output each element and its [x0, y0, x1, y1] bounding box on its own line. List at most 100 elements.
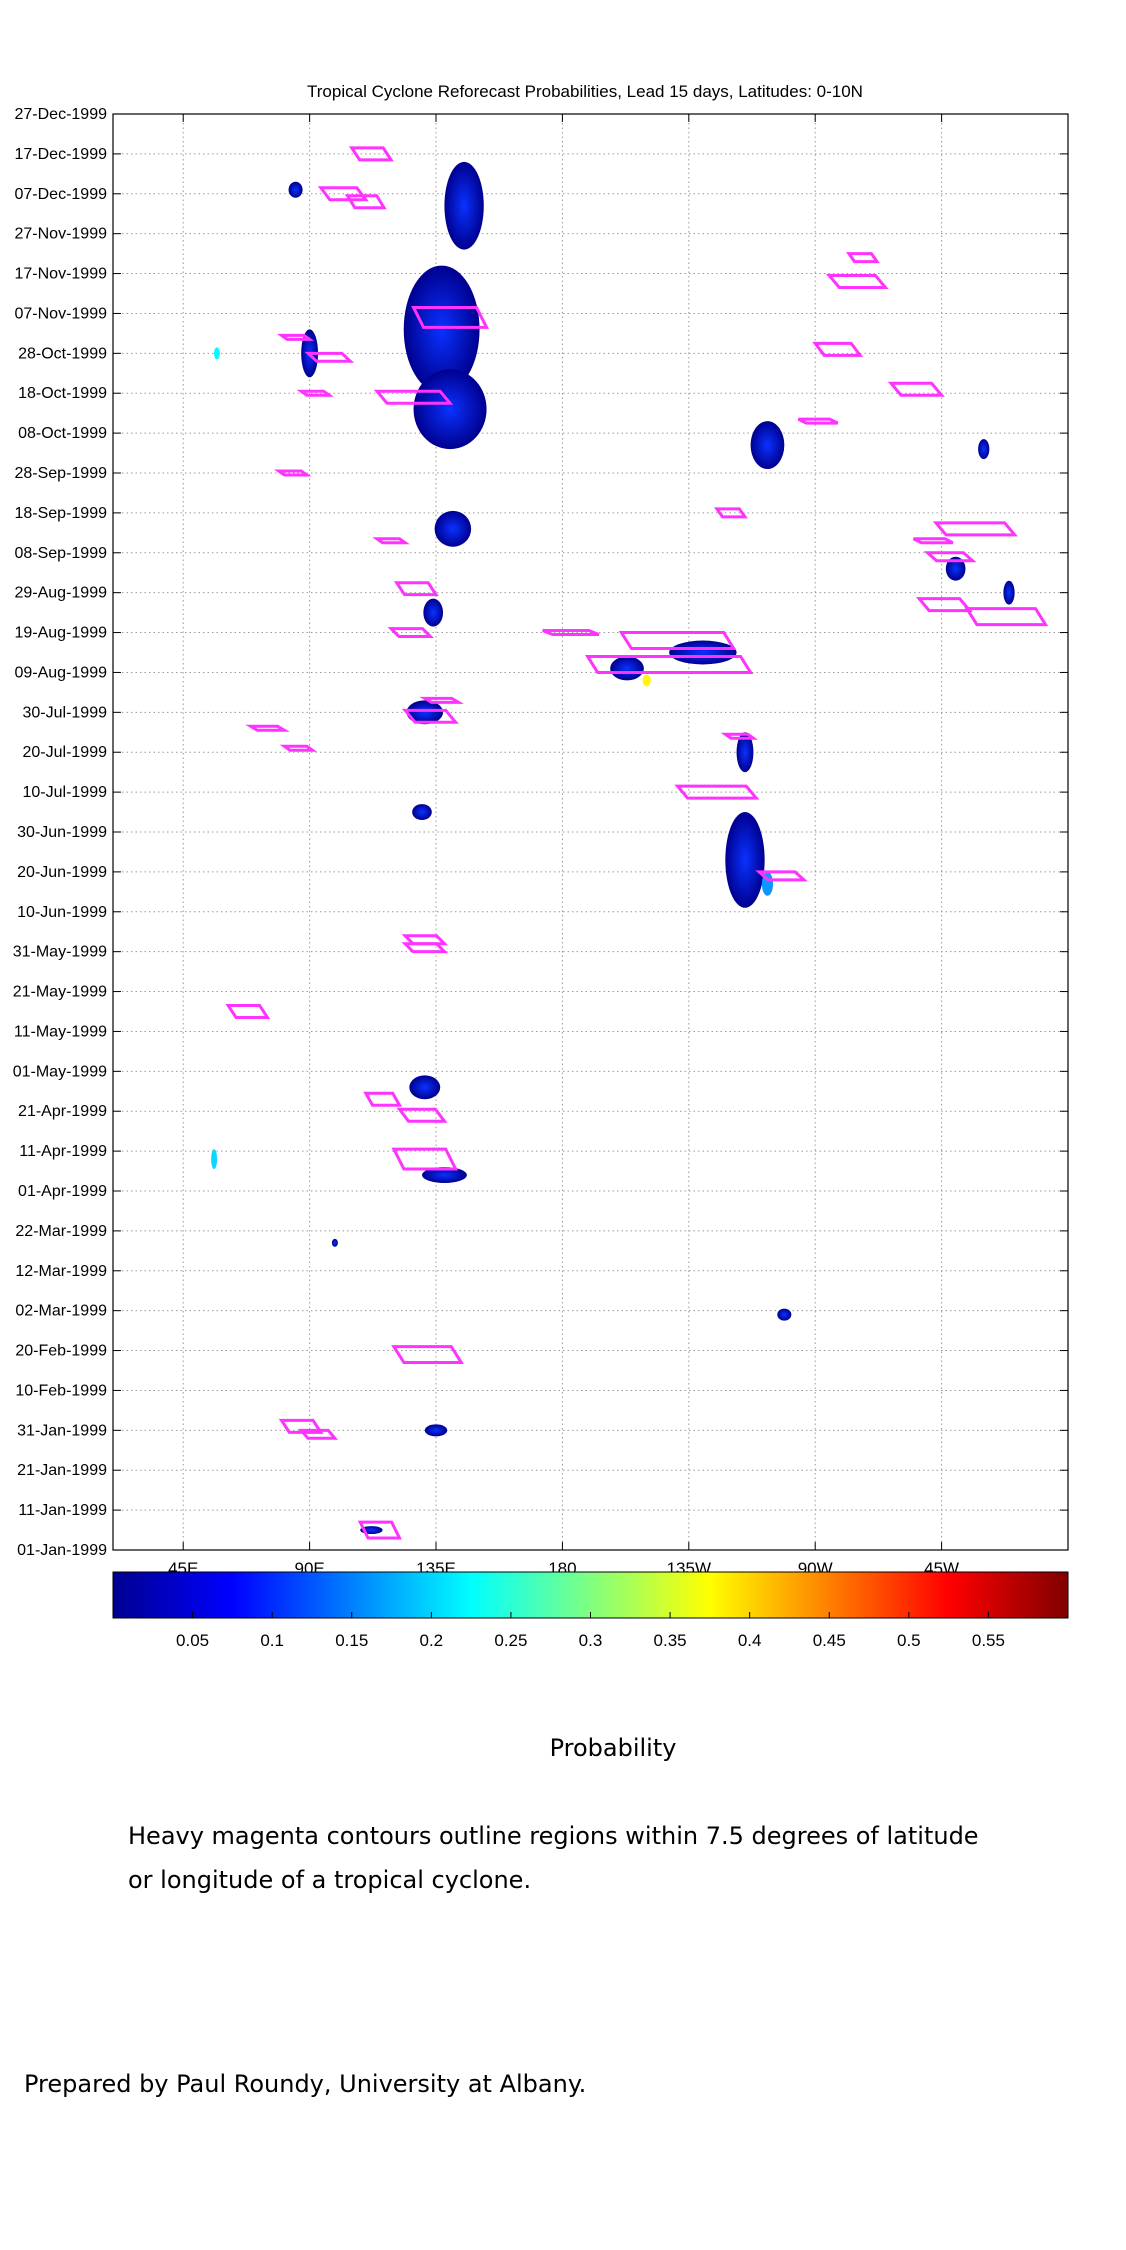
- cyclone-contour: [714, 507, 748, 519]
- cyclone-contour: [296, 389, 334, 397]
- y-tick-label: 10-Jun-1999: [17, 904, 107, 921]
- cyclone-contour: [279, 744, 318, 752]
- cyclone-contour: [912, 537, 954, 545]
- probability-region: [750, 421, 785, 470]
- colorbar-tick-label: 0.25: [494, 1631, 527, 1650]
- y-tick-label: 20-Jun-1999: [17, 864, 107, 881]
- y-tick-label: 22-Mar-1999: [15, 1223, 107, 1240]
- probability-region: [409, 1075, 441, 1100]
- plot-frame: [112, 113, 1069, 1551]
- cyclone-contour: [812, 341, 864, 357]
- y-tick-label: 02-Mar-1999: [15, 1303, 107, 1320]
- cyclone-contour: [225, 1004, 271, 1019]
- cyclone-contour: [317, 186, 369, 202]
- cyclone-contour: [584, 654, 754, 674]
- note-line-1: Heavy magenta contours outline regions w…: [128, 1822, 979, 1850]
- cyclone-contour: [964, 607, 1049, 627]
- cyclone-contour: [618, 631, 737, 651]
- colorbar-label: Probability: [549, 1734, 677, 1762]
- chart-title: Tropical Cyclone Reforecast Probabilitie…: [307, 82, 863, 101]
- y-tick-label: 07-Nov-1999: [15, 305, 108, 322]
- probability-region: [412, 804, 432, 821]
- colorbar-tick-label: 0.2: [420, 1631, 444, 1650]
- y-tick-label: 30-Jul-1999: [23, 704, 108, 721]
- colorbar-tick-label: 0.15: [335, 1631, 368, 1650]
- probability-region: [610, 656, 644, 681]
- cyclone-contour: [304, 351, 355, 363]
- probability-region: [403, 265, 480, 394]
- cyclone-contour: [276, 333, 315, 341]
- cyclone-contour: [245, 724, 290, 732]
- y-tick-label: 19-Aug-1999: [14, 625, 107, 642]
- colorbar-tick-label: 0.3: [579, 1631, 603, 1650]
- probability-region: [978, 439, 990, 460]
- y-tick-label: 20-Jul-1999: [23, 744, 108, 761]
- y-tick-label: 27-Dec-1999: [15, 106, 108, 123]
- y-tick-label: 09-Aug-1999: [14, 664, 107, 681]
- probability-region: [424, 1424, 448, 1437]
- probability-region: [1003, 580, 1015, 605]
- plot-area: 01-Jan-1999 11-Jan-1999 21-Jan-1999 31-Jan-…: [13, 106, 1069, 1578]
- y-tick-label: 21-May-1999: [13, 984, 107, 1001]
- colorbar-tick-label: 0.35: [654, 1631, 687, 1650]
- y-tick-label: 29-Aug-1999: [14, 585, 107, 602]
- probability-region: [444, 161, 484, 250]
- colorbar-tick-label: 0.05: [176, 1631, 209, 1650]
- y-tick-label: 11-Apr-1999: [19, 1143, 107, 1160]
- y-tick-label: 18-Oct-1999: [18, 385, 107, 402]
- cyclone-contour: [387, 627, 434, 639]
- y-tick-label: 28-Sep-1999: [14, 465, 107, 482]
- probability-region: [421, 1167, 467, 1184]
- probability-region: [211, 1149, 218, 1170]
- cyclone-contour: [344, 194, 387, 210]
- cyclone-contour: [297, 1428, 339, 1440]
- cyclone-contour: [396, 1107, 448, 1123]
- probability-region: [406, 700, 444, 725]
- y-tick-label: 27-Nov-1999: [15, 226, 108, 243]
- cyclone-contour: [363, 1091, 403, 1107]
- y-tick-label: 08-Sep-1999: [14, 545, 107, 562]
- cyclone-contour: [391, 1345, 465, 1365]
- y-tick-label: 01-May-1999: [13, 1063, 107, 1080]
- cyclone-contour: [401, 708, 459, 724]
- probability-region: [331, 1238, 338, 1247]
- y-tick-label: 20-Feb-1999: [15, 1343, 107, 1360]
- cyclone-contour: [391, 1147, 459, 1171]
- cyclone-contour: [755, 870, 808, 882]
- y-tick-label: 31-Jan-1999: [17, 1422, 107, 1439]
- colorbar: 0.05 0.1 0.15 0.2 0.25 0.3 0.35 0.4 0.45 0.5 0.55: [112, 1571, 1069, 1650]
- cyclone-contour: [372, 537, 410, 545]
- y-tick-label: 17-Dec-1999: [15, 146, 108, 163]
- probability-region: [725, 812, 765, 908]
- probability-region: [213, 347, 220, 360]
- y-tick-label: 10-Feb-1999: [15, 1382, 107, 1399]
- y-tick-label: 01-Apr-1999: [18, 1183, 107, 1200]
- note-line-2: or longitude of a tropical cyclone.: [128, 1866, 532, 1894]
- probability-region: [642, 674, 651, 687]
- colorbar-tick-label: 0.4: [738, 1631, 762, 1650]
- probability-region: [945, 556, 966, 581]
- y-tick-label: 18-Sep-1999: [14, 505, 107, 522]
- cyclone-contour: [542, 629, 600, 637]
- cyclone-contour: [393, 581, 439, 597]
- credit: Prepared by Paul Roundy, University at A…: [24, 2070, 587, 2098]
- cyclone-contour: [846, 252, 880, 264]
- y-tick-label: 07-Dec-1999: [15, 186, 108, 203]
- cyclone-contour: [826, 274, 889, 290]
- y-tick-label: 11-May-1999: [14, 1023, 107, 1040]
- probability-region: [413, 369, 487, 450]
- colorbar-tick-label: 0.55: [972, 1631, 1005, 1650]
- y-tick-label: 10-Jul-1999: [23, 784, 108, 801]
- cyclone-contour: [411, 305, 490, 329]
- probability-region: [777, 1308, 792, 1321]
- cyclone-contour: [357, 1520, 402, 1540]
- y-tick-label: 01-Jan-1999: [17, 1542, 107, 1559]
- probability-region: [288, 181, 303, 198]
- y-tick-label: 17-Nov-1999: [15, 266, 108, 283]
- colorbar-tick-label: 0.45: [813, 1631, 846, 1650]
- cyclone-contour: [797, 417, 839, 425]
- y-tick-label: 30-Jun-1999: [17, 824, 107, 841]
- probability-region: [434, 510, 472, 547]
- cyclone-contour: [401, 934, 449, 946]
